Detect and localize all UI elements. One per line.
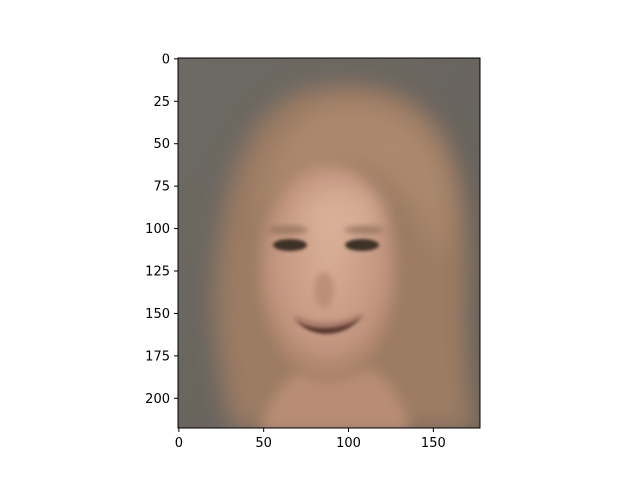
- neck: [260, 370, 410, 428]
- smile-line: [294, 314, 363, 327]
- plot-frame: [177, 57, 481, 429]
- forehead-light: [300, 185, 380, 245]
- nose: [314, 272, 334, 308]
- y-axis: 0 25 50 75 100 125 150 175 200: [145, 52, 178, 407]
- y-tick-label: 175: [145, 349, 170, 364]
- y-tick-label: 75: [153, 180, 170, 195]
- hair-highlight: [259, 102, 449, 261]
- x-tick-label: 150: [421, 436, 446, 451]
- y-tick-label: 100: [145, 222, 170, 237]
- mouth: [296, 318, 360, 335]
- x-tick-label: 100: [336, 436, 361, 451]
- right-brow: [344, 226, 384, 234]
- plot-area: [178, 58, 480, 428]
- right-eye: [345, 239, 379, 251]
- x-axis: 0 50 100 150: [175, 428, 446, 451]
- y-tick-label: 125: [145, 265, 170, 280]
- y-tick-label: 0: [162, 52, 170, 67]
- x-tick-label: 50: [255, 436, 272, 451]
- y-tick-label: 25: [153, 95, 170, 110]
- y-tick-label: 150: [145, 307, 170, 322]
- left-eye: [273, 239, 307, 251]
- y-tick-label: 200: [145, 392, 170, 407]
- x-tick-label: 0: [175, 436, 183, 451]
- left-brow: [268, 226, 308, 234]
- y-tick-label: 50: [153, 137, 170, 152]
- face-image: [178, 58, 480, 428]
